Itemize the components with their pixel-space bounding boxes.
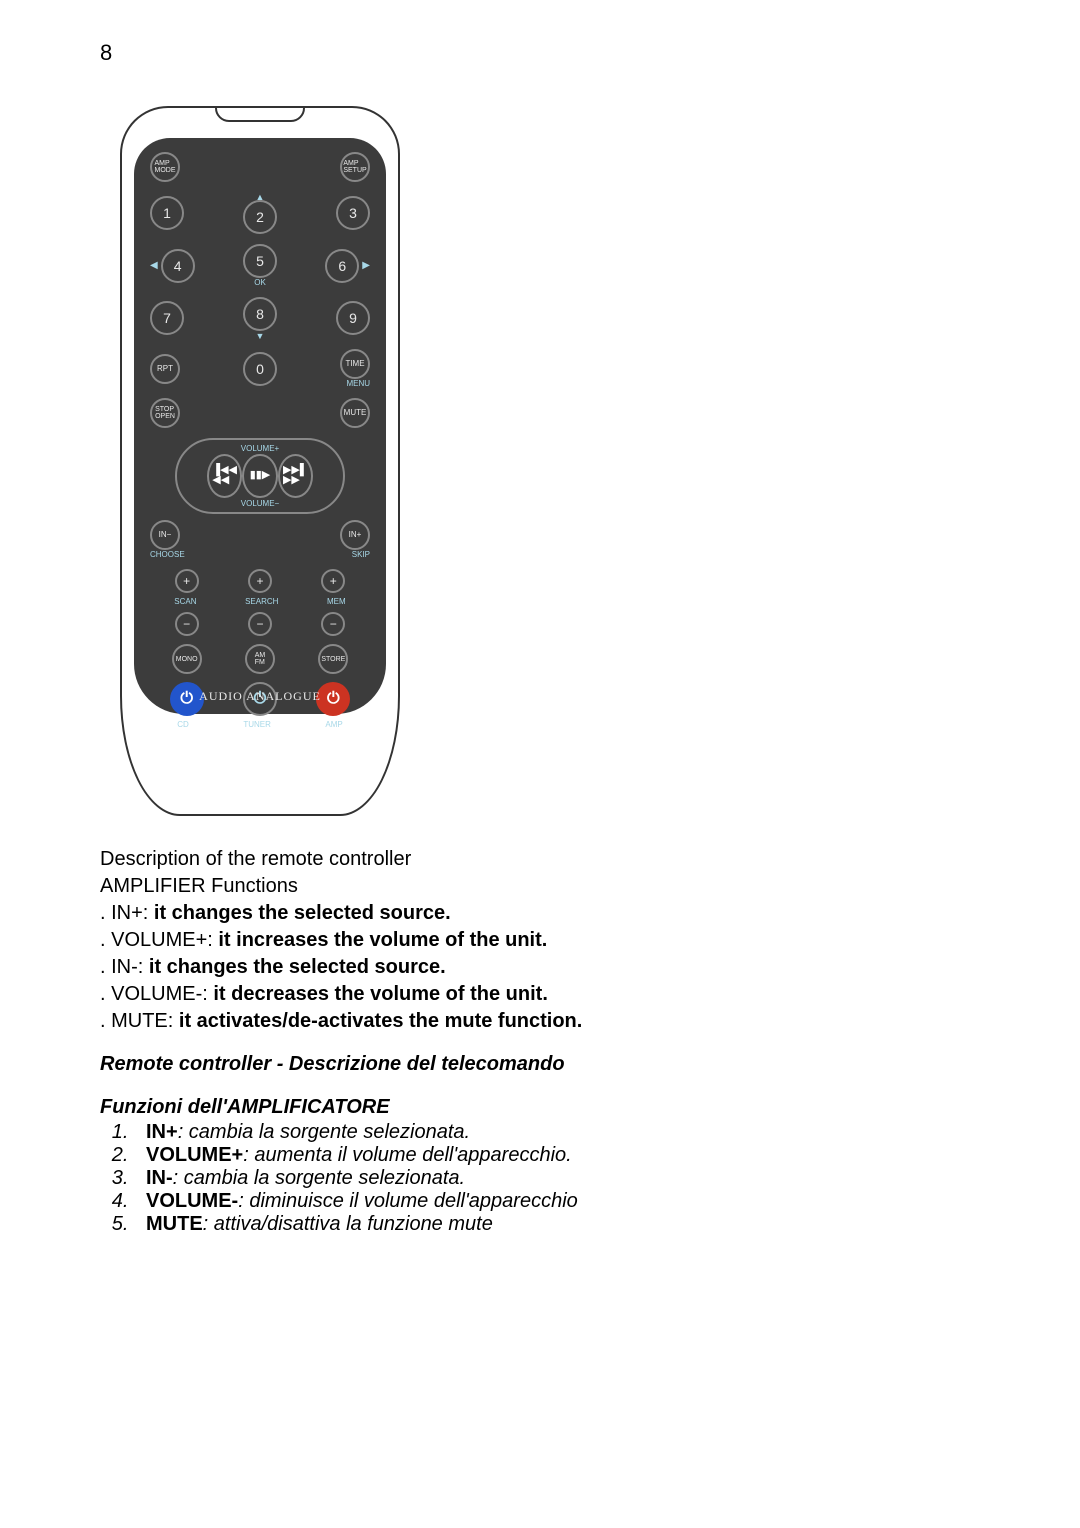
in-minus-button[interactable]: IN− [150, 520, 180, 550]
volume-minus-label: VOLUME− [241, 499, 279, 508]
search-plus-button[interactable]: + [248, 569, 272, 593]
ok-label: OK [254, 278, 266, 287]
key-5-label: 5 [256, 254, 264, 268]
mode-row: MONO AM FM STORE [150, 644, 370, 674]
italian-item-1: IN+: cambia la sorgente selezionata. [134, 1121, 980, 1144]
keypad-row-4: RPT 0 TIME MENU [150, 349, 370, 388]
down-arrow-icon: ▼ [256, 331, 265, 341]
mono-button[interactable]: MONO [172, 644, 202, 674]
skip-label: SKIP [340, 550, 370, 559]
power-labels: CD TUNER AMP [150, 720, 370, 729]
key-0[interactable]: 0 [243, 352, 277, 386]
ir-notch [215, 106, 305, 122]
prev-button[interactable]: ▐◀◀ ◀◀ [207, 454, 242, 498]
italian-head-1: Remote controller - Descrizione del tele… [100, 1053, 980, 1076]
in-row: IN− CHOOSE IN+ SKIP [150, 520, 370, 559]
minus-row: − − − [150, 612, 370, 636]
right-arrow-icon: ▶ [362, 260, 370, 271]
keypad-row-2: ◀4 5 OK 6▶ [150, 244, 370, 287]
in-plus-button[interactable]: IN+ [340, 520, 370, 550]
mem-label: MEM [327, 597, 346, 606]
italian-item-2: VOLUME+: aumenta il volume dell'apparecc… [134, 1144, 980, 1167]
english-line-5: . MUTE: it activates/de-activates the mu… [100, 1008, 980, 1035]
top-row: AMP MODE AMP SETUP [150, 152, 370, 182]
amp-label: AMP [325, 720, 342, 729]
remote-controller-figure: AMP MODE AMP SETUP 1 ▲ 2 3 ◀4 5 [120, 106, 980, 816]
left-arrow-icon: ◀ [150, 260, 158, 271]
english-text: Description of the remote controller AMP… [100, 846, 980, 1035]
key-9[interactable]: 9 [336, 301, 370, 335]
page: 8 AMP MODE AMP SETUP 1 ▲ 2 3 ◀4 [0, 0, 1080, 1278]
stop-mute-row: STOP OPEN MUTE [150, 398, 370, 428]
keypad-row-1: 1 ▲ 2 3 [150, 192, 370, 234]
remote-face: AMP MODE AMP SETUP 1 ▲ 2 3 ◀4 5 [134, 138, 386, 714]
keypad-row-3: 7 8 ▼ 9 [150, 297, 370, 339]
stop-open-button[interactable]: STOP OPEN [150, 398, 180, 428]
key-6[interactable]: 6 [325, 249, 359, 283]
scan-minus-button[interactable]: − [175, 612, 199, 636]
italian-item-5: MUTE: attiva/disattiva la funzione mute [134, 1213, 980, 1236]
time-button[interactable]: TIME [340, 349, 370, 379]
english-title-2: AMPLIFIER Functions [100, 873, 980, 900]
key-7[interactable]: 7 [150, 301, 184, 335]
choose-label: CHOOSE [150, 550, 185, 559]
key-4[interactable]: 4 [161, 249, 195, 283]
brand-label: AUDIO ANALOGUE [134, 689, 386, 704]
plus-row: + + + [150, 569, 370, 593]
rpt-button[interactable]: RPT [150, 354, 180, 384]
italian-list: IN+: cambia la sorgente selezionata. VOL… [100, 1121, 980, 1236]
italian-head-2: Funzioni dell'AMPLIFICATORE [100, 1096, 980, 1119]
play-pause-button[interactable]: ▮▮▶ [242, 454, 277, 498]
search-minus-button[interactable]: − [248, 612, 272, 636]
english-line-3: . IN-: it changes the selected source. [100, 954, 980, 981]
remote-body: AMP MODE AMP SETUP 1 ▲ 2 3 ◀4 5 [120, 106, 400, 816]
key-3[interactable]: 3 [336, 196, 370, 230]
volume-plus-label: VOLUME+ [241, 444, 279, 453]
am-fm-button[interactable]: AM FM [245, 644, 275, 674]
page-number: 8 [100, 40, 980, 66]
search-label: SEARCH [245, 597, 278, 606]
transport-oval: VOLUME+ ▐◀◀ ◀◀ ▮▮▶ ▶▶▌ ▶▶ VOLUME− [175, 438, 345, 514]
menu-label: MENU [346, 379, 370, 388]
italian-item-3: IN-: cambia la sorgente selezionata. [134, 1167, 980, 1190]
italian-item-4: VOLUME-: diminuisce il volume dell'appar… [134, 1190, 980, 1213]
key-1[interactable]: 1 [150, 196, 184, 230]
grid-labels: SCAN SEARCH MEM [150, 597, 370, 606]
english-line-4: . VOLUME-: it decreases the volume of th… [100, 981, 980, 1008]
amp-mode-button[interactable]: AMP MODE [150, 152, 180, 182]
next-button[interactable]: ▶▶▌ ▶▶ [278, 454, 313, 498]
cd-label: CD [177, 720, 189, 729]
english-line-1: . IN+: it changes the selected source. [100, 900, 980, 927]
scan-label: SCAN [174, 597, 196, 606]
english-title-1: Description of the remote controller [100, 846, 980, 873]
key-8[interactable]: 8 [243, 297, 277, 331]
mute-button[interactable]: MUTE [340, 398, 370, 428]
scan-plus-button[interactable]: + [175, 569, 199, 593]
amp-setup-button[interactable]: AMP SETUP [340, 152, 370, 182]
tuner-label: TUNER [243, 720, 271, 729]
key-5-ok[interactable]: 5 [243, 244, 277, 278]
mem-minus-button[interactable]: − [321, 612, 345, 636]
mem-plus-button[interactable]: + [321, 569, 345, 593]
store-button[interactable]: STORE [318, 644, 348, 674]
english-line-2: . VOLUME+: it increases the volume of th… [100, 927, 980, 954]
key-2[interactable]: 2 [243, 200, 277, 234]
